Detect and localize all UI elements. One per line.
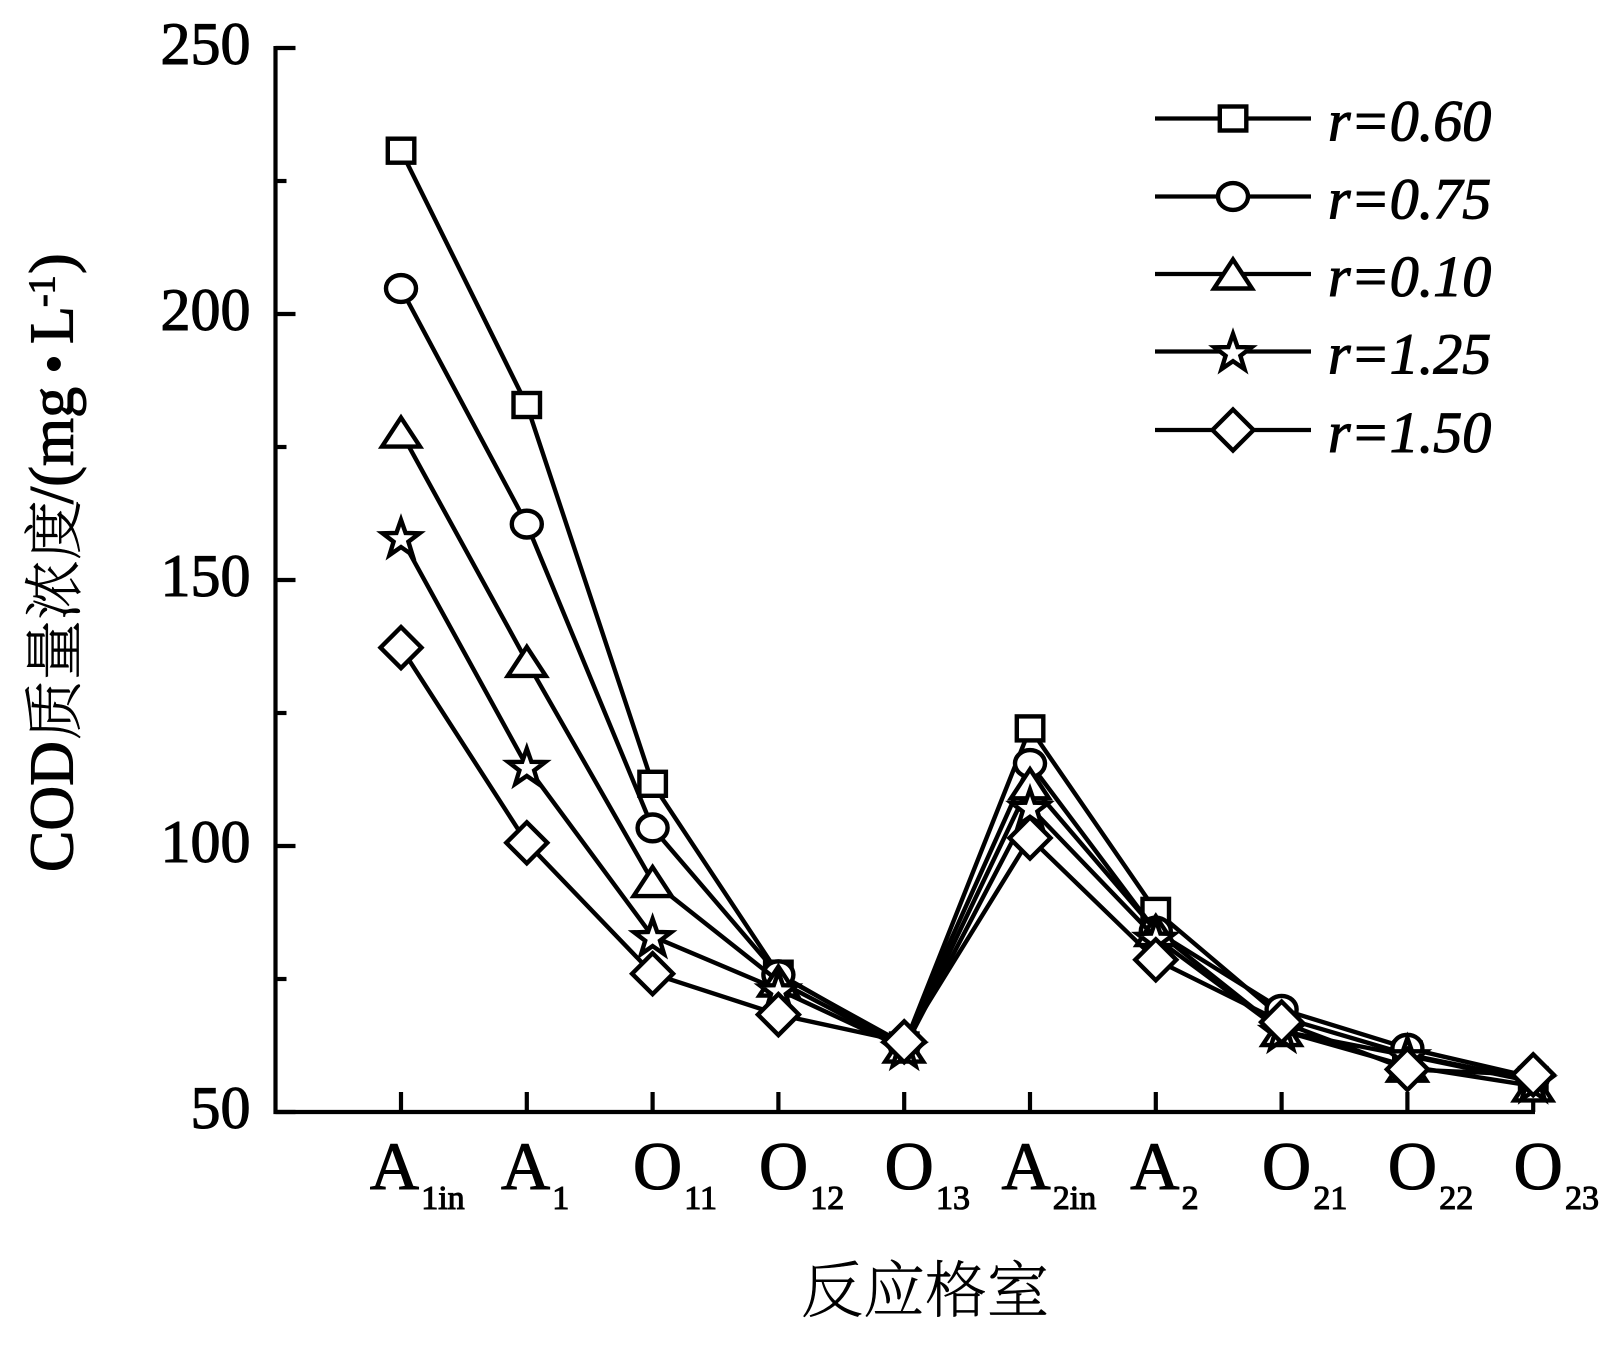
svg-text:150: 150 [161, 543, 251, 609]
svg-text:A: A [370, 1128, 419, 1204]
svg-text:r=1.25: r=1.25 [1328, 322, 1491, 387]
svg-text:A: A [1130, 1128, 1179, 1204]
svg-text:O: O [1388, 1128, 1437, 1204]
svg-text:COD: COD [19, 741, 87, 872]
svg-text:r=0.75: r=0.75 [1328, 167, 1491, 232]
svg-text:r=1.50: r=1.50 [1328, 400, 1491, 465]
svg-text:2in: 2in [1053, 1180, 1096, 1217]
svg-text:250: 250 [161, 11, 251, 77]
svg-text:-1: -1 [22, 275, 64, 307]
svg-text:A: A [501, 1128, 550, 1204]
svg-text:/(mg: /(mg [19, 387, 87, 504]
svg-text:O: O [1262, 1128, 1311, 1204]
svg-text:23: 23 [1565, 1180, 1599, 1217]
svg-text:200: 200 [161, 277, 251, 343]
svg-text:r=0.60: r=0.60 [1328, 89, 1491, 154]
svg-text:O: O [1514, 1128, 1563, 1204]
svg-text:1in: 1in [421, 1180, 464, 1217]
svg-text:22: 22 [1439, 1180, 1473, 1217]
svg-text:21: 21 [1313, 1180, 1347, 1217]
svg-text:O: O [885, 1128, 934, 1204]
svg-text:50: 50 [191, 1075, 251, 1141]
svg-text:11: 11 [684, 1180, 717, 1217]
svg-text:2: 2 [1182, 1180, 1199, 1217]
svg-text:100: 100 [161, 809, 251, 875]
svg-text:L: L [19, 306, 87, 344]
svg-text:A: A [1001, 1128, 1050, 1204]
svg-text:r=0.10: r=0.10 [1328, 244, 1491, 309]
svg-text:1: 1 [552, 1180, 569, 1217]
svg-text:12: 12 [810, 1180, 844, 1217]
svg-text:): ) [19, 253, 87, 274]
svg-text:O: O [633, 1128, 682, 1204]
svg-text:O: O [759, 1128, 808, 1204]
svg-text:13: 13 [936, 1180, 970, 1217]
